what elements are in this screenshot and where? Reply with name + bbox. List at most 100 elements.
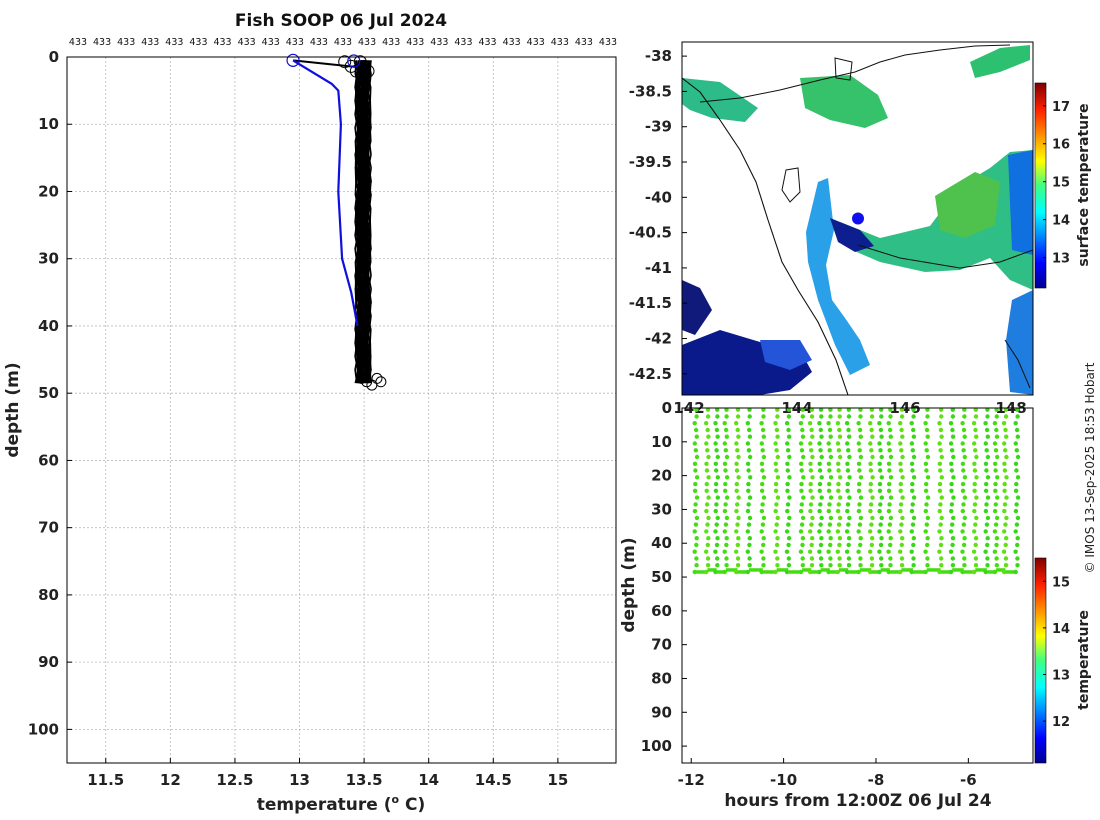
coastline-southeast [1004, 339, 1031, 389]
section-sample-point [925, 414, 930, 419]
section-sample-point [704, 481, 709, 487]
section-sample-point [799, 488, 804, 493]
profile-y-tick-label: 100 [28, 720, 59, 738]
section-sample-point [877, 481, 883, 487]
section-sample-point [937, 481, 943, 487]
section-sample-point [911, 434, 917, 439]
section-sample-point [817, 508, 822, 514]
section-sample-point [845, 508, 850, 514]
section-sample-point [888, 515, 894, 521]
section-colorbar-ticks: 12 13 14 15 [1043, 575, 1070, 730]
section-sample-point [1001, 569, 1007, 575]
section-sample-point [950, 434, 956, 439]
section-sample-point [995, 495, 1000, 500]
section-y-tick-label: 90 [651, 703, 672, 721]
profile-y-tick-label: 90 [38, 653, 59, 671]
section-sample-point [715, 434, 720, 439]
section-sample-point [713, 441, 718, 446]
section-sample-point [773, 481, 779, 487]
section-sample-point [925, 475, 931, 480]
section-sample-point [984, 502, 989, 507]
section-sample-point [827, 502, 832, 507]
section-sample-point [993, 488, 998, 493]
section-sample-point [693, 448, 698, 453]
section-sample-point [694, 495, 700, 500]
section-sample-point [747, 536, 752, 541]
section-y-ticks: 0 10 20 30 40 50 60 70 80 90 100 [641, 399, 687, 755]
section-sample-point [736, 515, 741, 521]
profile-top-label: 433 [406, 37, 424, 48]
section-sample-point [994, 414, 999, 419]
section-sample-point [962, 495, 968, 500]
section-sample-point [826, 569, 831, 575]
section-sample-point [900, 434, 905, 439]
section-sample-point [1013, 508, 1019, 514]
section-sample-point [950, 414, 956, 419]
section-sample-point [836, 481, 841, 487]
map-axes-frame [681, 41, 1034, 396]
section-sample-point [994, 434, 1000, 439]
section-sample-point [826, 441, 831, 446]
section-sample-point [910, 481, 915, 487]
section-sample-point [1004, 536, 1009, 541]
section-sample-point [705, 542, 710, 548]
section-sample-point [974, 495, 979, 500]
profile-highlight-circle [347, 54, 361, 68]
profile-y-tick-label: 60 [38, 451, 59, 469]
section-sample-point [888, 495, 894, 500]
section-sample-point [809, 563, 815, 568]
section-sample-point [801, 475, 806, 480]
section-sample-point [939, 414, 944, 419]
section-sample-point [723, 427, 729, 433]
section-sample-point [715, 475, 720, 480]
section-y-tick-label: 60 [651, 602, 672, 620]
section-sample-point [869, 407, 875, 412]
section-sample-point [735, 448, 740, 453]
section-sample-point [819, 515, 824, 521]
section-sample-point [1015, 542, 1020, 548]
section-sample-point [810, 536, 815, 541]
section-sample-point [900, 495, 905, 500]
section-sample-point [950, 556, 955, 561]
section-sample-point [938, 542, 944, 548]
section-sample-point [846, 542, 851, 548]
section-sample-point [692, 529, 697, 534]
section-sample-point [817, 569, 822, 575]
section-sample-point [985, 556, 990, 561]
section-sample-point [704, 569, 709, 575]
section-sample-point [858, 563, 863, 568]
section-sample-point [819, 536, 824, 541]
section-sample-point [818, 522, 823, 527]
section-sample-point [844, 549, 850, 554]
section-sample-point [973, 427, 978, 433]
section-sample-point [835, 421, 841, 426]
section-sample-point [724, 414, 729, 419]
section-sample-point [786, 414, 792, 419]
section-sample-point [761, 556, 766, 561]
section-sample-point [692, 508, 698, 514]
section-sample-point [911, 414, 916, 419]
section-sample-point [983, 488, 989, 493]
section-sample-point [994, 542, 999, 548]
section-sample-point [994, 407, 999, 412]
profile-top-label: 433 [478, 37, 496, 48]
section-sample-point [879, 495, 884, 500]
section-sample-point [734, 421, 739, 426]
section-sample-point [925, 495, 931, 500]
section-sample-point [1015, 536, 1020, 541]
section-sample-point [888, 556, 893, 561]
section-sample-point [837, 414, 842, 419]
section-sample-point [938, 522, 943, 527]
section-sample-point [993, 522, 999, 527]
section-sample-point [799, 461, 804, 466]
profile-surface-circle [361, 64, 375, 78]
section-sample-point [785, 448, 791, 453]
section-sample-point [724, 454, 730, 460]
section-sample-point [1013, 549, 1018, 554]
section-sample-point [1004, 495, 1009, 500]
section-sample-point [773, 508, 778, 514]
section-sample-point [786, 563, 792, 568]
section-sample-point [775, 556, 780, 561]
section-sample-point [705, 448, 710, 453]
section-sample-point [760, 427, 766, 433]
